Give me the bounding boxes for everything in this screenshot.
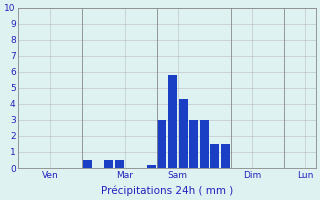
X-axis label: Précipitations 24h ( mm ): Précipitations 24h ( mm ) — [101, 185, 233, 196]
Bar — [211, 144, 220, 168]
Bar — [115, 160, 124, 168]
Bar — [157, 120, 166, 168]
Bar — [221, 144, 230, 168]
Bar — [104, 160, 113, 168]
Bar — [200, 120, 209, 168]
Bar — [147, 165, 156, 168]
Bar — [189, 120, 198, 168]
Bar — [83, 160, 92, 168]
Bar — [179, 99, 188, 168]
Bar — [168, 75, 177, 168]
